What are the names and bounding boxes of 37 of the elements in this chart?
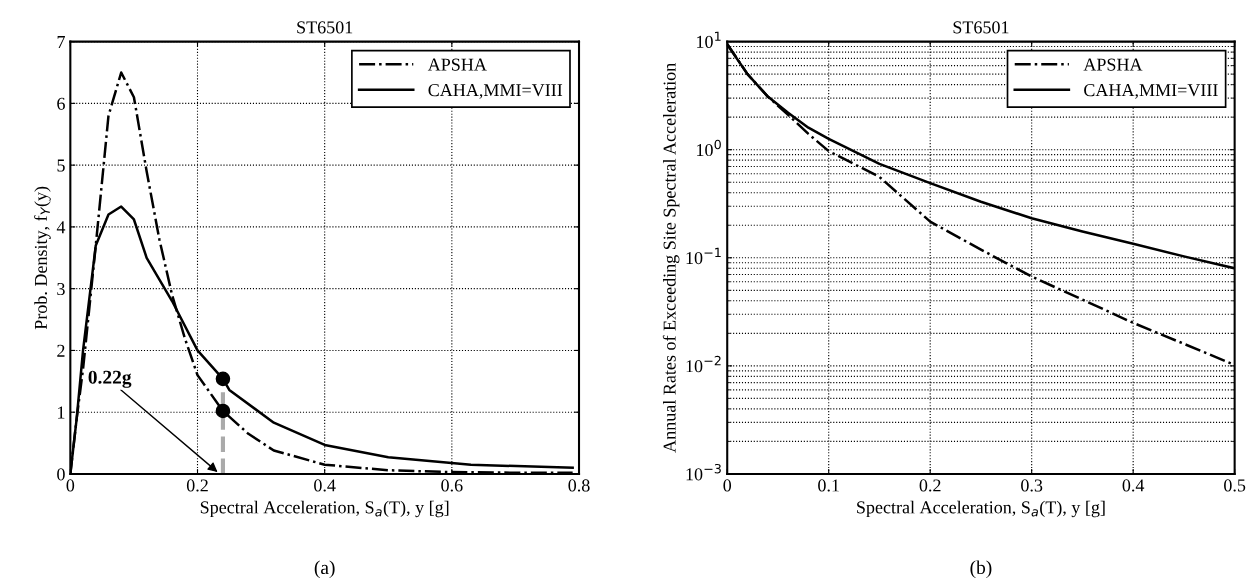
y-tick-label: 4	[56, 221, 66, 234]
y-tick-label: 10$^{0}$	[697, 139, 721, 157]
x-axis-title: Spectral Acceleration, S$_{a}$(T), y [g]	[200, 500, 449, 518]
x-tick-label: 0	[66, 479, 75, 492]
legend-label: APSHA	[1083, 58, 1143, 71]
x-tick-label: 0.2	[919, 479, 941, 492]
y-tick-label: 6	[57, 97, 65, 110]
x-tick-label: 0.8	[568, 479, 590, 492]
legend-label: APSHA	[427, 58, 487, 71]
y-axis-title: Prob. Density, f$_{Y}$(y)	[34, 186, 51, 330]
x-tick-label: 0.3	[1021, 479, 1043, 492]
x-tick-label: 0	[723, 479, 732, 492]
x-tick-label: 0.2	[186, 479, 208, 492]
y-axis-title: Annual Rates of Exceeding Site Spectral Acceleration	[662, 63, 680, 453]
y-tick-label: 0	[57, 468, 65, 481]
x-tick-label: 0.6	[441, 479, 463, 492]
y-tick-label: 10$^{−3}$	[686, 463, 721, 481]
y-tick-label: 10$^{−1}$	[686, 247, 721, 265]
y-tick-label: 10$^{1}$	[697, 31, 721, 48]
text: (a)	[314, 560, 335, 578]
chart-title: ST6501	[297, 21, 353, 34]
x-tick-label: 0.5	[1224, 479, 1246, 492]
y-tick-label: 2	[57, 344, 65, 357]
x-tick-label: 0.4	[1122, 479, 1145, 492]
legend-label: CAHA,MMI=VIII	[428, 84, 563, 99]
y-tick-label: 3	[57, 282, 65, 296]
y-tick-label: 10$^{−2}$	[686, 355, 721, 373]
annotation: 0.22g	[88, 370, 132, 388]
y-tick-label: 1	[58, 406, 65, 419]
x-tick-label: 0.1	[818, 479, 839, 492]
x-axis-title: Spectral Acceleration, S$_{a}$(T), y [g]	[857, 500, 1105, 518]
text: (b)	[970, 560, 992, 578]
legend-label: CAHA,MMI=VIII	[1084, 84, 1218, 99]
y-tick-label: 5	[57, 159, 65, 172]
chart-title: ST6501	[953, 21, 1009, 34]
x-tick-label: 0.4	[314, 479, 336, 492]
y-tick-label: 7	[57, 36, 65, 48]
